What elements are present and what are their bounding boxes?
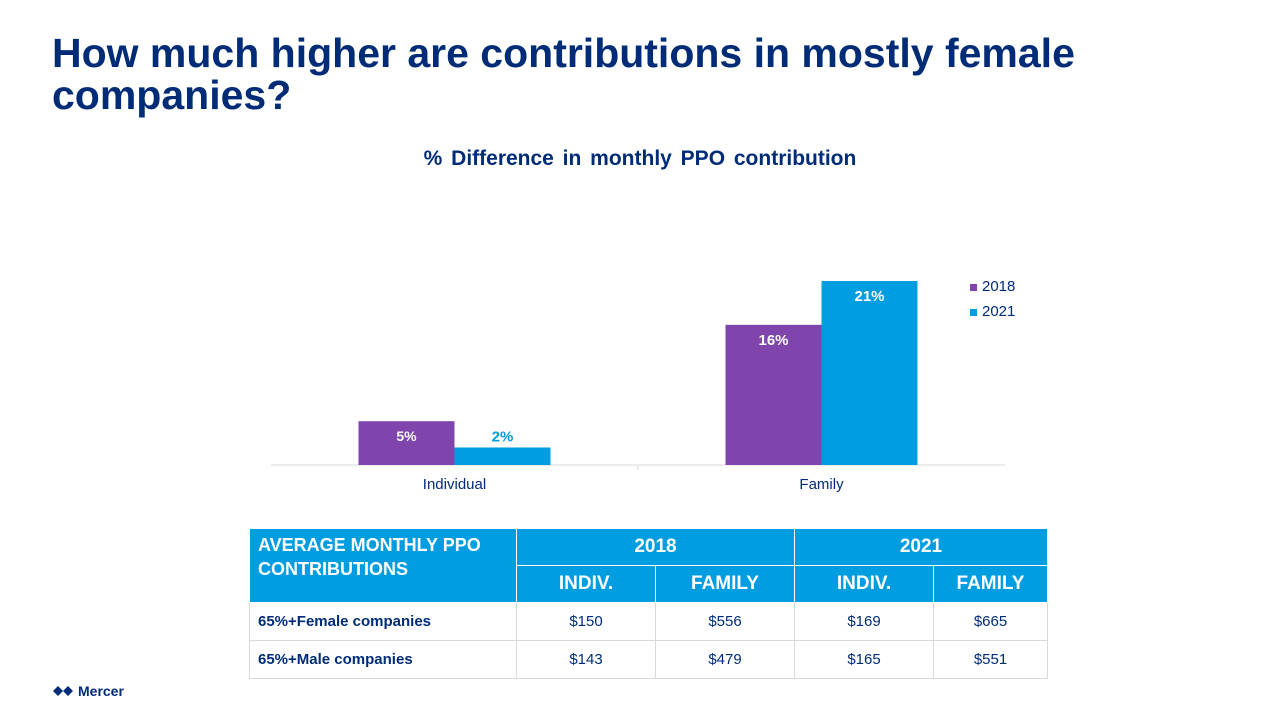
logo-text: Mercer <box>78 683 124 699</box>
contributions-table: AVERAGE MONTHLY PPO CONTRIBUTIONS 2018 2… <box>249 528 1048 679</box>
cell: $556 <box>655 602 795 641</box>
sub-header: FAMILY <box>655 565 795 603</box>
cell: $551 <box>933 640 1048 679</box>
data-label: 5% <box>396 428 417 444</box>
bar-chart: Individual 5% 2% Family 16% 21% 2018 2021 <box>271 278 1015 493</box>
table-row: 65%+Female companies $150 $556 $169 $665 <box>249 602 1048 641</box>
cell: $665 <box>933 602 1048 641</box>
slide-title: How much higher are contributions in mos… <box>52 30 1075 118</box>
cell: $143 <box>516 640 656 679</box>
legend-label: 2021 <box>982 303 1015 320</box>
year-header: 2018 <box>516 528 795 566</box>
sub-header: INDIV. <box>794 565 934 603</box>
data-label: 2% <box>492 428 514 445</box>
row-label: 65%+Male companies <box>249 640 517 679</box>
mercer-logo-icon <box>53 686 73 696</box>
year-header: 2021 <box>794 528 1048 566</box>
legend-swatch <box>970 309 977 316</box>
bar-2018-family <box>725 324 822 465</box>
legend-label: 2018 <box>982 278 1015 295</box>
table-row: 65%+Male companies $143 $479 $165 $551 <box>249 640 1048 679</box>
sub-header: INDIV. <box>516 565 656 603</box>
data-label: 16% <box>758 332 788 349</box>
bar-2021-family <box>821 281 918 465</box>
bar-2021-individual <box>454 447 551 465</box>
sub-header: FAMILY <box>933 565 1048 603</box>
x-tick-label: Individual <box>423 476 486 493</box>
chart-title: % Difference in monthly PPO contribution <box>423 147 857 170</box>
cell: $165 <box>794 640 934 679</box>
table-corner-header: AVERAGE MONTHLY PPO CONTRIBUTIONS <box>249 528 517 603</box>
mercer-logo: Mercer <box>52 683 124 699</box>
data-label: 21% <box>854 288 884 305</box>
cell: $479 <box>655 640 795 679</box>
cell: $150 <box>516 602 656 641</box>
legend-swatch <box>970 284 977 291</box>
bar-2018-individual <box>358 421 455 465</box>
x-tick-label: Family <box>799 476 844 493</box>
row-label: 65%+Female companies <box>249 602 517 641</box>
cell: $169 <box>794 602 934 641</box>
